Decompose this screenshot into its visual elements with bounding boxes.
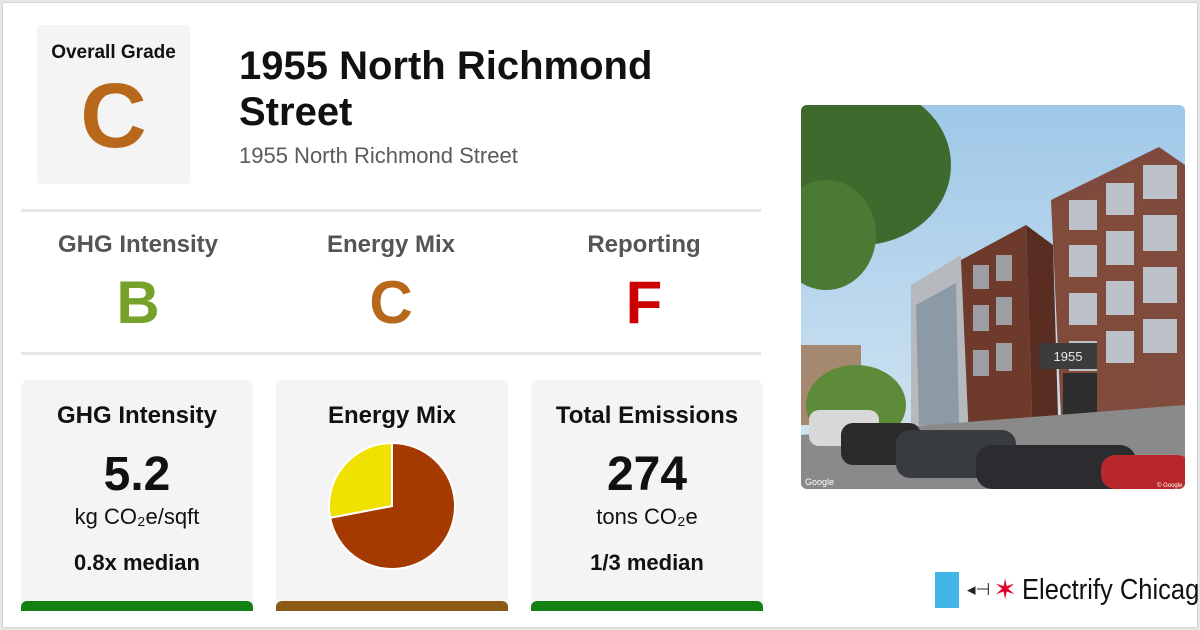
energy-mix-card: Energy Mix (276, 380, 508, 611)
google-attribution: Google (805, 477, 834, 487)
overall-grade-label: Overall Grade (51, 42, 176, 63)
grade-name: Energy Mix (326, 231, 456, 258)
pie-slice-1 (328, 441, 393, 519)
card-status-bar (531, 601, 763, 611)
ghg-intensity-grade: GHG Intensity B (21, 231, 255, 333)
google-copyright: © Google (1157, 482, 1183, 489)
building-photo: 1955 Google © Google (801, 105, 1185, 489)
grade-name: GHG Intensity (57, 231, 219, 258)
total-emissions-median: 1/3 median (590, 550, 704, 575)
total-emissions-card: Total Emissions 274 tons CO₂e 1/3 median (531, 380, 763, 611)
ghg-intensity-median: 0.8x median (74, 550, 200, 575)
flag-icon (935, 572, 959, 608)
ghg-intensity-value: 5.2 (103, 448, 171, 501)
overall-grade-box: Overall Grade C (37, 25, 190, 184)
energy-mix-grade: Energy Mix C (274, 231, 508, 333)
grade-letter: B (116, 269, 160, 336)
card-status-bar (276, 601, 508, 611)
total-emissions-unit: tons CO₂e (596, 504, 698, 529)
grade-letter: C (369, 269, 413, 336)
ghg-intensity-unit: kg CO₂e/sqft (74, 504, 200, 529)
card-title: Energy Mix (327, 402, 457, 429)
building-title: 1955 North Richmond Street (239, 44, 653, 134)
energy-mix-pie-chart (328, 441, 456, 570)
divider (21, 209, 761, 212)
card-status-bar (21, 601, 253, 611)
building-number: 1955 (1054, 349, 1083, 364)
total-emissions-value: 274 (606, 448, 688, 501)
ghg-intensity-card: GHG Intensity 5.2 kg CO₂e/sqft 0.8x medi… (21, 380, 253, 611)
grade-name: Reporting (587, 231, 701, 258)
chicago-star-icon: ✶ (993, 574, 1017, 605)
card-title: GHG Intensity (56, 402, 218, 429)
reporting-grade: Reporting F (527, 231, 761, 333)
plug-icon: ◂⊣ (967, 580, 991, 599)
grade-letter: F (625, 269, 663, 336)
overall-grade-letter: C (80, 65, 147, 167)
brand-name: Electrify Chicago (1021, 573, 1200, 606)
building-address: 1955 North Richmond Street (239, 143, 518, 168)
divider (21, 352, 761, 355)
card-title: Total Emissions (555, 402, 739, 429)
electrify-chicago-logo: ◂⊣ ✶ Electrify Chicago (935, 572, 1200, 608)
